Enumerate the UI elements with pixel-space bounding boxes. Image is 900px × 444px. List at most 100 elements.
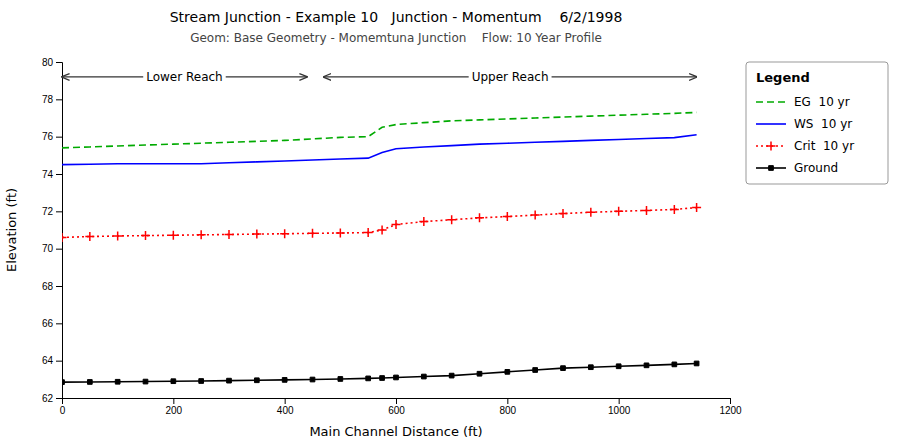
series [62, 361, 699, 384]
series-layer [62, 112, 701, 384]
point-marker [280, 229, 289, 238]
tick: 78 [42, 94, 62, 105]
point-marker [197, 230, 206, 239]
tick-label: 800 [499, 405, 516, 416]
point-marker [449, 373, 454, 378]
tick: 76 [42, 131, 62, 142]
point-marker [672, 362, 677, 367]
tick: 80 [42, 57, 62, 68]
tick-label: 66 [42, 318, 54, 329]
tick-label: 1000 [608, 405, 631, 416]
y-axis-title: Elevation (ft) [4, 188, 19, 272]
tick-mark [56, 174, 62, 175]
point-marker [254, 378, 259, 383]
annotation-background [469, 69, 552, 85]
tick-label: 74 [42, 169, 54, 180]
point-marker [227, 378, 232, 383]
tick: 1200 [719, 398, 742, 416]
legend-label: Ground [794, 161, 838, 175]
legend-item: WS 10 yr [756, 117, 852, 131]
tick-mark [56, 211, 62, 212]
point-marker [338, 377, 343, 382]
legend-frame [746, 62, 888, 184]
tick-mark [56, 398, 62, 399]
tick-mark [56, 286, 62, 287]
legend-item: EG 10 yr [756, 95, 850, 109]
plot: 0200400600800100012006264666870727476788… [42, 57, 742, 416]
annotation: Lower Reach [146, 70, 223, 84]
tick-label: 0 [60, 405, 66, 416]
axis-line [56, 63, 63, 399]
tick: 66 [42, 318, 62, 329]
point-marker [364, 228, 373, 237]
tick-mark [56, 99, 62, 100]
tick-mark [56, 323, 62, 324]
point-marker [421, 374, 426, 379]
tick-label: 68 [42, 281, 54, 292]
point-marker [378, 226, 387, 235]
tick-label: 62 [42, 393, 54, 404]
annotation: Upper Reach [472, 70, 549, 84]
point-marker [694, 361, 699, 366]
point-marker [310, 377, 315, 382]
point-marker [533, 368, 538, 373]
tick-mark [730, 398, 731, 404]
tick-label: 70 [42, 243, 54, 254]
series [62, 203, 701, 242]
axis-line [63, 399, 731, 405]
point-marker [199, 379, 204, 384]
point-marker [670, 205, 679, 214]
tick-mark [619, 398, 620, 404]
point-marker [419, 217, 428, 226]
subtitle: Geom: Base Geometry - Momemtuna Junction… [190, 31, 602, 45]
point-marker [282, 378, 287, 383]
legend-title: Legend [756, 70, 810, 85]
series-line [62, 135, 697, 165]
legend: Legend EG 10 yr WS 10 yr Crit 10 yr Ground [746, 62, 888, 184]
point-marker [308, 229, 317, 238]
tick: 70 [42, 243, 62, 254]
point-marker [561, 366, 566, 371]
point-marker [503, 212, 512, 221]
tick: 600 [388, 398, 405, 416]
point-marker [614, 207, 623, 216]
tick: 1000 [608, 398, 631, 416]
tick-label: 76 [42, 131, 54, 142]
tick-label: 78 [42, 94, 54, 105]
point-marker [169, 231, 178, 240]
point-marker [87, 380, 92, 385]
legend-label: Crit 10 yr [794, 139, 854, 153]
point-marker [447, 215, 456, 224]
point-marker [62, 233, 67, 242]
tick-label: 400 [277, 405, 294, 416]
point-marker [586, 208, 595, 217]
point-marker [171, 379, 176, 384]
point-marker [477, 371, 482, 376]
point-marker [505, 370, 510, 375]
tick-mark [173, 398, 174, 404]
tick-label: 200 [165, 405, 182, 416]
tick: 68 [42, 281, 62, 292]
point-marker [252, 230, 261, 239]
point-marker [143, 379, 148, 384]
point-marker [642, 206, 651, 215]
annotation-background [143, 69, 226, 85]
point-marker [559, 209, 568, 218]
tick-label: 80 [42, 57, 54, 68]
tick: 200 [165, 398, 182, 416]
point-marker [85, 232, 94, 241]
tick-label: 64 [42, 355, 54, 366]
point-marker [475, 213, 484, 222]
y-axis: 62646668707274767880 [42, 57, 63, 404]
title: Stream Junction - Example 10 Junction - … [170, 9, 623, 25]
legend-swatch [756, 123, 786, 125]
x-axis-title: Main Channel Distance (ft) [309, 424, 482, 439]
tick-mark [56, 249, 62, 250]
point-marker [225, 230, 234, 239]
legend-label: WS 10 yr [794, 117, 852, 131]
tick-mark [396, 398, 397, 404]
point-marker [394, 375, 399, 380]
tick-mark [507, 398, 508, 404]
series [62, 135, 697, 165]
series [62, 112, 697, 147]
